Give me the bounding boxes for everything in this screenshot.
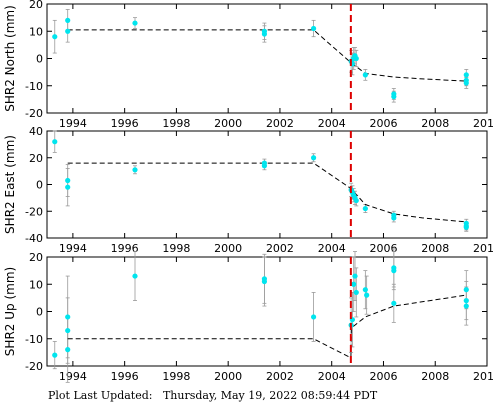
x-tick-label: 1996: [111, 242, 139, 255]
y-tick-label: 0: [36, 306, 43, 319]
x-tick-label: 1998: [162, 242, 190, 255]
data-point: [65, 314, 71, 320]
data-point: [65, 17, 71, 23]
x-tick-label: 1996: [111, 117, 139, 130]
data-point: [65, 327, 71, 334]
y-tick-label: -20: [25, 107, 43, 120]
data-point: [463, 287, 469, 293]
data-point: [261, 163, 268, 169]
y-tick-label: 10: [29, 25, 43, 38]
x-tick-label: 2006: [369, 370, 397, 383]
x-tick-label: 2010: [473, 370, 493, 383]
data-point: [391, 300, 397, 306]
y-tick-label: -10: [25, 80, 43, 93]
y-tick-label: -20: [25, 205, 43, 218]
data-point: [353, 55, 359, 62]
plot-frame: [46, 3, 488, 114]
x-tick-label: 2006: [369, 117, 397, 130]
x-tick-label: 2002: [266, 370, 294, 383]
data-point: [261, 278, 268, 285]
x-tick-label: 1994: [59, 117, 87, 130]
data-point: [362, 205, 368, 212]
y-tick-label: -10: [25, 333, 43, 346]
y-tick-label: -40: [25, 232, 43, 245]
model-line: [67, 29, 467, 82]
x-tick-label: 1998: [162, 370, 190, 383]
x-tick-label: 2000: [214, 370, 242, 383]
plot-frame: [46, 130, 488, 239]
data-point: [132, 20, 138, 26]
data-point: [463, 72, 469, 78]
data-point: [132, 273, 138, 279]
data-point: [132, 167, 138, 173]
y-tick-label: 20: [29, 0, 43, 11]
panel-2: 1994 1996 1998 2000 2002 2004 2006 2008 2010 -40 -…: [3, 125, 493, 255]
data-point: [352, 273, 358, 279]
data-point: [364, 292, 370, 298]
data-point: [463, 80, 469, 86]
x-tick-label: 2010: [473, 242, 493, 255]
footer-timestamp: Plot Last Updated: Thursday, May 19, 202…: [48, 389, 378, 402]
data-point: [391, 94, 397, 100]
y-tick-label: -20: [25, 360, 43, 373]
data-point: [52, 352, 58, 358]
data-point: [353, 289, 359, 296]
y-axis-label: SHR2 East (mm): [3, 135, 17, 234]
x-tick-label: 2006: [369, 242, 397, 255]
x-tick-label: 1994: [59, 370, 87, 383]
data-point: [52, 139, 58, 145]
x-tick-label: 2002: [266, 117, 294, 130]
data-point: [391, 215, 397, 221]
data-point: [351, 281, 357, 287]
y-tick-label: 20: [29, 251, 43, 264]
x-tick-label: 2008: [421, 242, 449, 255]
data-point: [52, 34, 58, 40]
panel-1: 199419961998200020022004200620082010-20-…: [3, 0, 493, 130]
data-point: [463, 303, 469, 309]
x-tick-label: 2010: [473, 117, 493, 130]
model-line: [67, 162, 467, 223]
x-tick-label: 1998: [162, 117, 190, 130]
data-point: [65, 347, 71, 353]
data-point: [362, 287, 368, 293]
data-point: [310, 314, 317, 320]
y-tick-label: 0: [36, 53, 43, 66]
data-point: [362, 72, 368, 78]
y-axis-label: SHR2 North (mm): [3, 5, 17, 112]
y-tick-label: 20: [29, 152, 43, 165]
data-point: [65, 184, 71, 190]
x-tick-label: 2008: [421, 117, 449, 130]
x-tick-label: 2004: [318, 117, 346, 130]
data-point: [310, 25, 317, 32]
y-tick-label: 40: [29, 125, 43, 138]
panel-3: 199419961998200020022004200620082010-20-…: [3, 248, 493, 383]
data-point: [463, 298, 469, 304]
x-tick-label: 2002: [266, 242, 294, 255]
y-axis-label: SHR2 Up (mm): [3, 267, 17, 356]
x-tick-label: 1994: [59, 242, 87, 255]
data-point: [261, 31, 268, 37]
x-tick-label: 2000: [214, 242, 242, 255]
model-line: [67, 294, 467, 359]
data-point: [463, 224, 469, 230]
x-tick-label: 1996: [111, 370, 139, 383]
y-tick-label: 10: [29, 278, 43, 291]
x-tick-label: 2008: [421, 370, 449, 383]
data-point: [65, 28, 71, 34]
x-tick-label: 2000: [214, 117, 242, 130]
data-point: [65, 177, 71, 184]
y-tick-label: 0: [36, 179, 43, 192]
plot-frame: [46, 256, 488, 367]
data-point: [310, 155, 317, 161]
data-point: [353, 197, 359, 204]
x-tick-label: 2004: [318, 370, 346, 383]
data-point: [391, 268, 397, 274]
x-tick-label: 2004: [318, 242, 346, 255]
